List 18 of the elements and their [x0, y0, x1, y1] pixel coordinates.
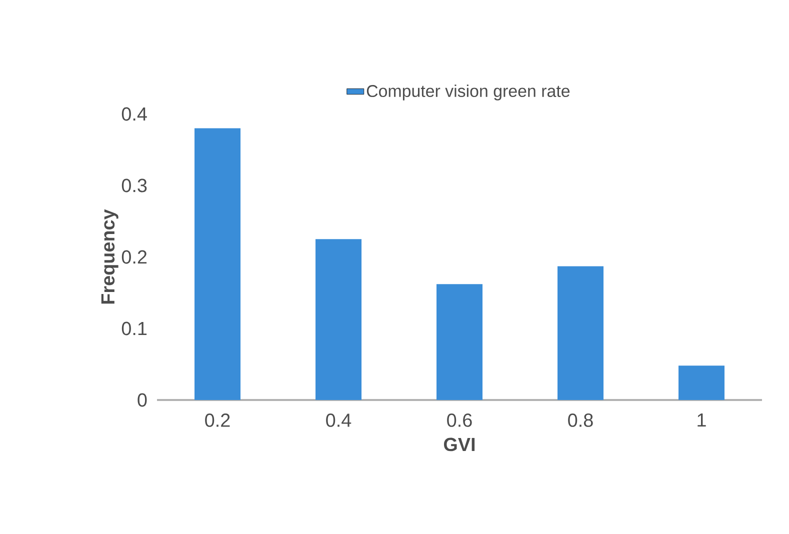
y-tick-label: 0.2	[122, 250, 147, 264]
bar	[316, 239, 362, 400]
y-tick-label: 0	[138, 393, 147, 407]
y-tick-label: 0.4	[122, 107, 147, 121]
x-tick-label: 1	[698, 414, 706, 427]
x-tick-label: 0.4	[326, 414, 352, 427]
bar	[194, 128, 241, 400]
legend-label: Computer vision green rate	[366, 84, 570, 100]
x-tick-label: 0.8	[568, 414, 593, 427]
bar	[678, 366, 725, 400]
bar	[558, 266, 604, 400]
x-axis-title: GVI	[444, 438, 475, 452]
y-axis-title: Frequency	[101, 209, 118, 304]
y-tick-label: 0.1	[122, 322, 147, 336]
x-tick-label: 0.6	[447, 414, 472, 427]
y-tick-label: 0.3	[122, 178, 147, 192]
bar	[436, 284, 483, 400]
x-tick-label: 0.2	[205, 414, 230, 427]
